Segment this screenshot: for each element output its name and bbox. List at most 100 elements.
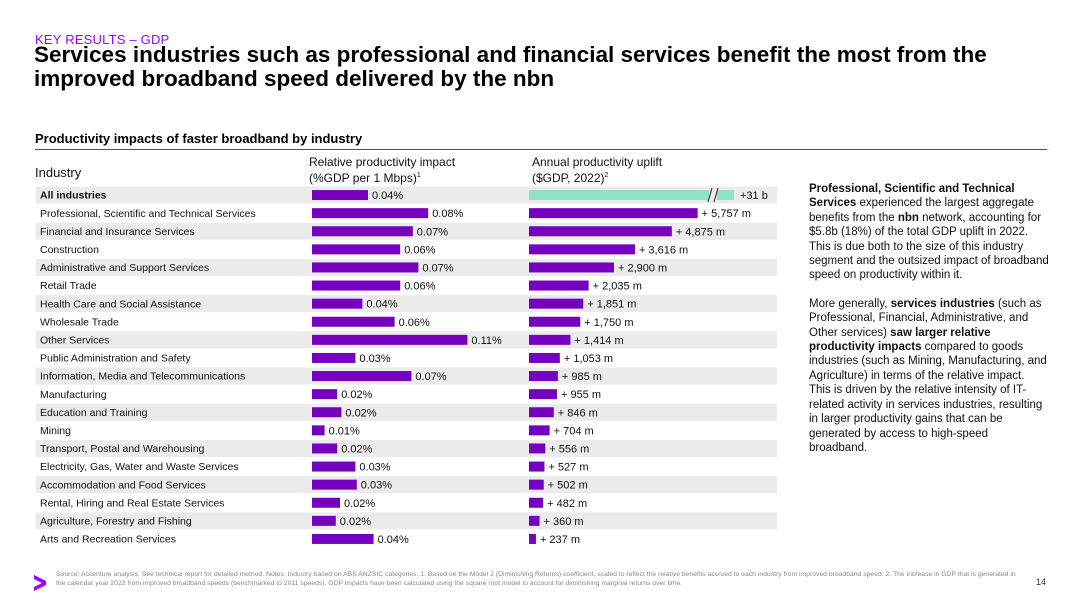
annual-uplift-bar [529,425,550,436]
row-band [36,439,777,457]
industry-label: Education and Training [40,407,148,419]
relative-impact-value: 0.03% [359,462,390,474]
industry-label: Administrative and Support Services [40,262,209,274]
annual-uplift-value: + 482 m [547,498,587,510]
commentary-text: experienced the largest aggregate benefi… [809,197,1035,224]
annual-header-line1: Annual productivity uplift [532,155,663,169]
relative-impact-bar [312,407,342,418]
relative-impact-bar [312,226,413,237]
annual-uplift-bar [529,461,545,472]
industry-label: Information, Media and Telecommunication… [40,371,245,383]
annual-uplift-bar [529,515,540,526]
row-band [36,295,777,313]
industry-label: Electricity, Gas, Water and Waste Servic… [40,461,239,473]
annual-uplift-bar [529,334,571,345]
chart-title: Productivity impacts of faster broadband… [35,131,363,146]
industry-label: Construction [40,244,99,256]
annual-uplift-bar [529,226,672,237]
annual-uplift-value: + 1,053 m [564,353,613,365]
industry-label: Financial and Insurance Services [40,226,195,238]
industry-label: Rental, Hiring and Real Estate Services [40,497,224,509]
relative-impact-bar [312,334,468,345]
relative-header-line1: Relative productivity impact [309,155,456,169]
annual-uplift-bar [529,371,558,382]
relative-impact-bar [312,208,429,219]
relative-impact-value: 0.02% [340,516,371,528]
annual-uplift-bar [529,298,584,309]
annual-uplift-value: + 2,900 m [618,262,667,274]
annual-uplift-value: + 502 m [548,480,588,492]
annual-uplift-value: + 527 m [548,462,588,474]
relative-impact-value: 0.06% [404,244,435,256]
kicker: KEY RESULTS – GDP [35,32,170,47]
relative-impact-bar [312,371,412,382]
relative-impact-value: 0.01% [329,425,360,437]
relative-impact-bar [312,497,340,508]
industry-label: Transport, Postal and Warehousing [40,443,205,455]
industry-label: All industries [40,190,107,202]
annual-uplift-value: + 4,875 m [676,226,725,238]
annual-uplift-bar [529,208,698,219]
annual-uplift-value: + 360 m [544,516,584,528]
industry-label: Professional, Scientific and Technical S… [40,208,256,220]
relative-header-line2: (%GDP per 1 Mbps)1 [309,169,455,185]
relative-impact-value: 0.11% [471,335,502,347]
commentary-emphasis: saw larger relative productivity impacts [809,326,991,354]
row-band [36,512,777,530]
relative-impact-bar [312,389,338,400]
annual-uplift-bar [529,443,546,454]
annual-uplift-value: + 3,616 m [639,244,688,256]
annual-uplift-value: +31 b [740,190,768,202]
relative-header-footnote: 1 [416,172,421,179]
annual-uplift-value: + 1,750 m [584,317,633,329]
industry-label: Accommodation and Food Services [40,479,206,491]
annual-uplift-value: + 5,757 m [702,208,751,220]
relative-impact-column-header: Relative productivity impact (%GDP per 1… [309,155,455,185]
relative-impact-bar [312,461,356,472]
annual-uplift-bar [529,280,589,291]
annual-uplift-column-header: Annual productivity uplift ($GDP, 2022)2 [532,155,662,185]
relative-impact-bar [312,425,325,436]
annual-uplift-value: + 1,851 m [587,299,636,311]
relative-impact-bar [312,262,419,273]
industry-label: Other Services [40,334,109,346]
relative-impact-value: 0.03% [359,353,390,365]
page-number: 14 [1036,577,1047,587]
annual-uplift-value: + 556 m [549,443,589,455]
relative-impact-value: 0.02% [345,407,376,419]
relative-impact-value: 0.08% [432,208,463,220]
relative-impact-value: 0.04% [366,299,397,311]
annual-uplift-bar [529,244,635,255]
annual-uplift-bar [529,389,557,400]
commentary-text: More generally, [809,297,891,310]
page-title: Services industries such as professional… [34,42,987,91]
relative-impact-value: 0.03% [361,480,392,492]
relative-header-unit: (%GDP per 1 Mbps) [309,171,417,185]
industry-column-header: Industry [35,165,82,180]
commentary-text: (such as Professional, Financial, Admini… [809,297,1042,339]
relative-impact-value: 0.04% [378,534,409,546]
relative-impact-value: 0.02% [341,389,372,401]
relative-impact-bar [312,316,395,327]
industry-label: Manufacturing [40,389,107,401]
relative-impact-value: 0.07% [417,226,448,238]
relative-impact-value: 0.02% [344,498,375,510]
title-divider [35,149,1047,150]
commentary-text: compared to goods industries (such as Mi… [809,341,1047,454]
relative-impact-value: 0.06% [404,281,435,293]
relative-impact-bar [312,443,338,454]
annual-header-footnote: 2 [604,172,609,179]
row-band [36,476,777,494]
relative-impact-value: 0.06% [399,317,430,329]
annual-uplift-bar [529,262,614,273]
annual-header-unit: ($GDP, 2022) [532,171,605,185]
industry-label: Health Care and Social Assistance [40,298,201,310]
relative-impact-value: 0.02% [341,443,372,455]
relative-impact-bar [312,479,357,490]
annual-uplift-bar [529,497,544,508]
source-footnote: Source: Accenture analysis. See technica… [56,571,1016,587]
commentary-paragraph-2: More generally, services industries (suc… [809,297,1049,455]
annual-header-line2: ($GDP, 2022)2 [532,169,662,185]
industry-label: Arts and Recreation Services [40,534,176,546]
